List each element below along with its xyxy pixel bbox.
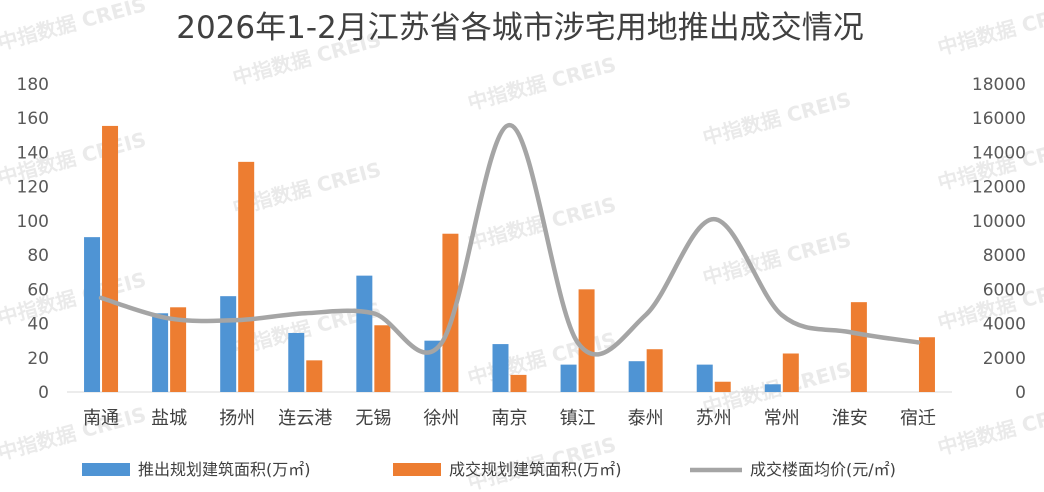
category-label: 苏州 bbox=[696, 408, 732, 429]
watermark-text: 中指数据 CREIS bbox=[0, 402, 149, 465]
bar-launched-area bbox=[84, 237, 101, 392]
category-label: 扬州 bbox=[219, 408, 255, 429]
legend-swatch bbox=[82, 463, 130, 476]
left-tick-label: 80 bbox=[27, 246, 49, 266]
category-label: 南通 bbox=[83, 408, 119, 429]
right-tick-label: 16000 bbox=[972, 109, 1026, 129]
bar-transacted-area bbox=[646, 349, 663, 392]
bar-transacted-area bbox=[714, 381, 731, 392]
right-axis: 0 2000 4000 6000 8000 10000 12000 14000 16000 180… bbox=[972, 75, 1026, 403]
left-tick-label: 120 bbox=[17, 178, 49, 198]
watermark-text: 中指数据 CREIS bbox=[0, 267, 149, 330]
bar-launched-area bbox=[356, 275, 373, 392]
watermark-text: 中指数据 CREIS bbox=[465, 52, 619, 115]
right-tick-label: 14000 bbox=[972, 143, 1026, 163]
bar-launched-area bbox=[696, 364, 713, 392]
bar-launched-area bbox=[764, 384, 781, 392]
right-tick-label: 12000 bbox=[972, 178, 1026, 198]
legend-swatch bbox=[393, 463, 441, 476]
left-tick-label: 180 bbox=[17, 75, 49, 95]
left-tick-label: 100 bbox=[17, 212, 49, 232]
left-tick-label: 40 bbox=[27, 315, 49, 335]
category-labels: 南通 盐城 扬州 连云港 无锡 徐州 南京 镇江 泰州 苏州 常州 淮安 宿迁 bbox=[83, 408, 936, 429]
bar-transacted-area bbox=[510, 374, 527, 392]
category-label: 无锡 bbox=[355, 408, 391, 429]
category-label: 镇江 bbox=[560, 408, 596, 429]
category-label: 淮安 bbox=[832, 408, 868, 429]
watermark-text: 中指数据 CREIS bbox=[700, 87, 854, 150]
bar-transacted-area bbox=[578, 289, 595, 392]
right-tick-label: 10000 bbox=[972, 212, 1026, 232]
bar-transacted-area bbox=[442, 233, 459, 392]
bar-transacted-area bbox=[918, 337, 935, 392]
right-tick-label: 4000 bbox=[983, 315, 1026, 335]
watermark-text: 中指数据 CREIS bbox=[465, 327, 619, 390]
right-tick-label: 8000 bbox=[983, 246, 1026, 266]
right-tick-label: 6000 bbox=[983, 280, 1026, 300]
watermark-text: 中指数据 CREIS bbox=[935, 397, 1044, 460]
bar-launched-area bbox=[492, 344, 509, 392]
right-tick-label: 18000 bbox=[972, 75, 1026, 95]
left-tick-label: 20 bbox=[27, 349, 49, 369]
watermark-text: 中指数据 CREIS bbox=[700, 227, 854, 290]
category-label: 南京 bbox=[492, 408, 528, 429]
right-tick-label: 0 bbox=[1015, 383, 1026, 403]
legend-label: 推出规划建筑面积(万㎡) bbox=[138, 460, 311, 479]
right-tick-label: 2000 bbox=[983, 349, 1026, 369]
bar-transacted-area bbox=[782, 353, 799, 392]
bar-launched-area bbox=[288, 332, 305, 392]
left-axis: 0 20 40 60 80 100 120 140 160 180 bbox=[17, 75, 49, 403]
left-tick-label: 0 bbox=[38, 383, 49, 403]
left-tick-label: 140 bbox=[17, 143, 49, 163]
bar-transacted-area bbox=[238, 161, 255, 392]
bar-launched-area bbox=[220, 296, 237, 392]
watermark-text: 中指数据 CREIS bbox=[0, 0, 149, 55]
left-tick-label: 60 bbox=[27, 280, 49, 300]
bar-transacted-area bbox=[102, 125, 119, 392]
bar-series-group bbox=[84, 125, 935, 392]
price-line-series bbox=[98, 122, 921, 357]
bar-transacted-area bbox=[850, 302, 867, 392]
bar-launched-area bbox=[628, 361, 645, 392]
category-label: 徐州 bbox=[423, 408, 459, 429]
legend: 推出规划建筑面积(万㎡) 成交规划建筑面积(万㎡) 成交楼面均价(元/㎡) bbox=[82, 460, 896, 479]
left-tick-label: 160 bbox=[17, 109, 49, 129]
category-label: 盐城 bbox=[151, 408, 187, 429]
bar-transacted-area bbox=[170, 307, 187, 392]
bar-transacted-area bbox=[374, 325, 391, 392]
category-label: 连云港 bbox=[278, 408, 332, 429]
watermark-text: 中指数据 CREIS bbox=[935, 0, 1044, 60]
bar-launched-area bbox=[560, 364, 577, 392]
category-label: 常州 bbox=[764, 408, 800, 429]
legend-label: 成交楼面均价(元/㎡) bbox=[750, 460, 896, 479]
legend-label: 成交规划建筑面积(万㎡) bbox=[449, 460, 622, 479]
category-label: 宿迁 bbox=[900, 408, 936, 429]
bar-transacted-area bbox=[306, 360, 323, 392]
category-label: 泰州 bbox=[628, 408, 664, 429]
chart-title: 2026年1-2月江苏省各城市涉宅用地推出成交情况 bbox=[176, 10, 864, 46]
bar-launched-area bbox=[152, 313, 169, 392]
